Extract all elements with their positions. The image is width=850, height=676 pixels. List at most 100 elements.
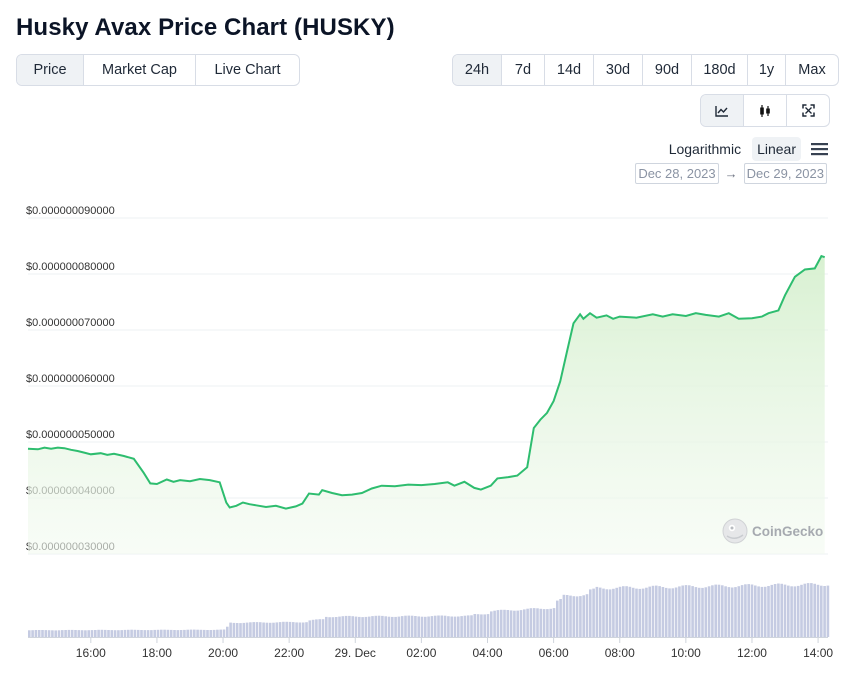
volume-bar	[344, 615, 348, 637]
tab-live-chart[interactable]: Live Chart	[214, 62, 281, 78]
linear-option[interactable]: Linear	[752, 137, 801, 161]
volume-bar	[199, 629, 203, 637]
volume-bar	[681, 585, 684, 637]
volume-bar	[430, 616, 434, 637]
range-180d[interactable]: 180d	[692, 55, 748, 85]
volume-bar	[272, 622, 275, 637]
volume-bar	[770, 584, 774, 637]
volume-bar	[90, 630, 94, 637]
volume-bar	[470, 615, 473, 637]
candlestick-icon[interactable]	[744, 95, 787, 126]
volume-bar	[516, 610, 519, 637]
volume-bar	[278, 622, 282, 637]
volume-bar	[351, 616, 354, 637]
volume-bar	[668, 588, 671, 637]
volume-bar	[202, 629, 206, 637]
volume-bar	[631, 587, 635, 637]
volume-bar	[486, 614, 490, 637]
volume-bar	[744, 584, 747, 637]
volume-bar	[414, 616, 417, 637]
volume-bar	[146, 630, 150, 637]
volume-bar	[153, 629, 156, 637]
range-7d[interactable]: 7d	[502, 55, 545, 85]
hamburger-menu-icon[interactable]	[811, 142, 828, 156]
volume-bar	[476, 614, 480, 637]
volume-bar	[308, 620, 312, 637]
volume-bar	[110, 630, 114, 637]
volume-bar	[473, 614, 477, 637]
volume-bar	[143, 630, 147, 637]
volume-bar	[420, 616, 424, 637]
volume-bar	[582, 595, 585, 637]
fullscreen-icon[interactable]	[787, 95, 829, 126]
volume-bar	[565, 595, 569, 637]
logarithmic-option[interactable]: Logarithmic	[668, 141, 742, 157]
volume-bar	[407, 615, 411, 637]
page-title: Husky Avax Price Chart (HUSKY)	[16, 14, 395, 41]
volume-bar	[364, 616, 368, 637]
volume-bar	[813, 583, 816, 637]
line-chart-icon[interactable]	[701, 95, 744, 126]
volume-bar	[196, 629, 199, 637]
volume-bar	[74, 630, 77, 637]
volume-bar	[780, 583, 783, 637]
volume-bar	[222, 629, 226, 637]
volume-bar	[321, 619, 325, 637]
date-to-input[interactable]: Dec 29, 2023	[743, 163, 827, 184]
volume-bar	[648, 586, 651, 637]
volume-bar	[513, 610, 516, 637]
range-30d[interactable]: 30d	[594, 55, 643, 85]
volume-bar	[704, 587, 708, 637]
volume-bar	[622, 586, 625, 637]
volume-bar	[239, 623, 242, 637]
volume-bar	[410, 615, 414, 637]
volume-bar	[691, 586, 694, 637]
price-line	[27, 254, 826, 510]
volume-bar	[800, 584, 803, 637]
volume-bar	[374, 615, 378, 637]
range-1y[interactable]: 1y	[748, 55, 786, 85]
volume-bar	[717, 584, 721, 637]
volume-bar	[457, 616, 460, 637]
coingecko-watermark: CoinGecko	[722, 518, 823, 544]
volume-bar	[483, 614, 486, 637]
volume-bar	[70, 629, 74, 637]
volume-bar	[754, 585, 757, 637]
volume-bar	[427, 616, 430, 637]
volume-bar	[803, 583, 807, 637]
volume-bar	[612, 588, 615, 637]
volume-bar	[268, 622, 272, 637]
volume-bar	[173, 630, 176, 637]
volume-bar	[773, 584, 777, 637]
tab-price[interactable]: Price	[17, 55, 84, 85]
volume-bar	[107, 630, 110, 637]
volume-bar	[509, 610, 513, 637]
volume-bar	[658, 586, 661, 637]
date-from-input[interactable]: Dec 28, 2023	[635, 163, 719, 184]
volume-bar	[249, 622, 252, 637]
range-14d[interactable]: 14d	[545, 55, 594, 85]
volume-bar	[331, 617, 335, 637]
volume-bar	[714, 584, 717, 637]
volume-bar	[721, 585, 724, 637]
volume-bar	[252, 622, 255, 637]
volume-bar	[397, 616, 401, 637]
chart-type-selector	[700, 94, 830, 127]
volume-bar	[569, 595, 572, 637]
x-tick-label: 06:00	[539, 646, 569, 660]
volume-bar	[285, 621, 288, 637]
range-90d[interactable]: 90d	[643, 55, 692, 85]
tab-market-cap[interactable]: Market Cap	[84, 55, 196, 85]
volume-bar	[602, 588, 605, 637]
volume-bar	[760, 586, 764, 637]
range-max[interactable]: Max	[798, 62, 826, 78]
volume-bar	[684, 585, 688, 637]
volume-bar	[358, 616, 361, 637]
volume-bar	[156, 629, 160, 637]
volume-bar	[697, 587, 701, 637]
range-24h[interactable]: 24h	[453, 55, 502, 85]
volume-bar	[592, 588, 595, 637]
volume-bar	[292, 622, 295, 637]
volume-bar	[816, 584, 820, 637]
volume-bar	[282, 621, 285, 637]
